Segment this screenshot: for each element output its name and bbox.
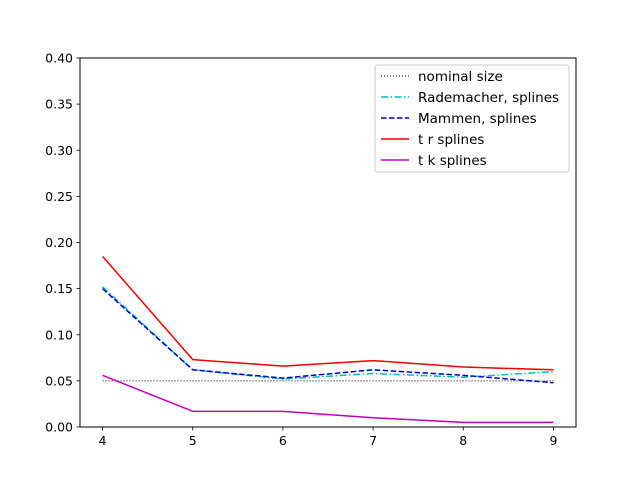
x-tick-label: 5 bbox=[189, 433, 197, 448]
x-tick-label: 8 bbox=[459, 433, 467, 448]
y-axis: 0.00 0.05 0.10 0.15 0.20 0.25 0.30 0.35 0.40 bbox=[45, 51, 80, 435]
legend-label: Mammen, splines bbox=[418, 111, 537, 127]
y-tick-label: 0.05 bbox=[45, 373, 73, 388]
x-axis: 4 5 6 7 8 9 bbox=[99, 427, 557, 448]
legend-label: Rademacher, splines bbox=[418, 90, 559, 106]
y-tick-label: 0.35 bbox=[45, 97, 73, 112]
x-tick-label: 9 bbox=[549, 433, 557, 448]
series-line-rademacher-splines bbox=[102, 286, 554, 380]
y-tick-label: 0.20 bbox=[45, 235, 73, 250]
y-tick-label: 0.00 bbox=[45, 420, 73, 435]
y-tick-label: 0.30 bbox=[45, 143, 73, 158]
legend-frame bbox=[374, 64, 570, 173]
legend: nominal size Rademacher, splines Mammen, s… bbox=[374, 64, 570, 173]
series-layer bbox=[101, 255, 554, 424]
legend-label: t k splines bbox=[418, 153, 487, 169]
series-line-t-k-splines bbox=[102, 374, 554, 424]
y-tick-label: 0.10 bbox=[45, 327, 73, 342]
x-tick-label: 6 bbox=[279, 433, 287, 448]
x-tick-label: 4 bbox=[99, 433, 107, 448]
legend-label: t r splines bbox=[418, 132, 484, 148]
x-tick-label: 7 bbox=[369, 433, 377, 448]
y-tick-label: 0.25 bbox=[45, 189, 73, 204]
y-tick-label: 0.15 bbox=[45, 281, 73, 296]
legend-label: nominal size bbox=[418, 69, 503, 85]
series-line-t-r-splines bbox=[101, 255, 554, 371]
series-line-mammen-splines bbox=[102, 288, 554, 384]
y-tick-label: 0.40 bbox=[45, 51, 73, 66]
